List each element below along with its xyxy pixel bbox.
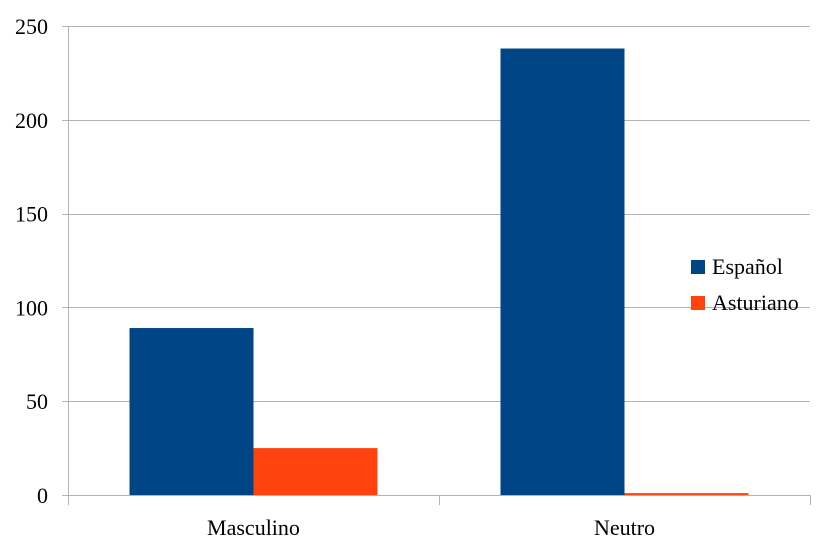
legend-swatch-espanol [691,260,705,274]
bar-asturiano-masculino [253,448,378,495]
bar-espa-ol-neutro [500,48,625,496]
legend-label-asturiano: Asturiano [712,290,799,315]
legend-swatch-asturiano [691,296,705,310]
y-tick-label-150: 150 [15,202,48,227]
legend: Español Asturiano [691,254,799,315]
y-tick-label-50: 50 [26,389,48,414]
y-tick-label-0: 0 [37,483,48,508]
y-tick-label-100: 100 [15,295,48,320]
bar-asturiano-neutro [624,493,749,495]
y-tick-label-250: 250 [15,14,48,39]
bar-espa-ol-masculino [129,328,254,495]
x-category-label-masculino: Masculino [207,515,300,540]
axes [62,26,811,505]
bars [129,48,749,496]
legend-label-espanol: Español [712,254,783,279]
x-axis-categories: Masculino Neutro [207,515,655,540]
y-tick-label-200: 200 [15,108,48,133]
x-category-label-neutro: Neutro [594,515,655,540]
y-axis-ticks: 0 50 100 150 200 250 [15,14,48,508]
